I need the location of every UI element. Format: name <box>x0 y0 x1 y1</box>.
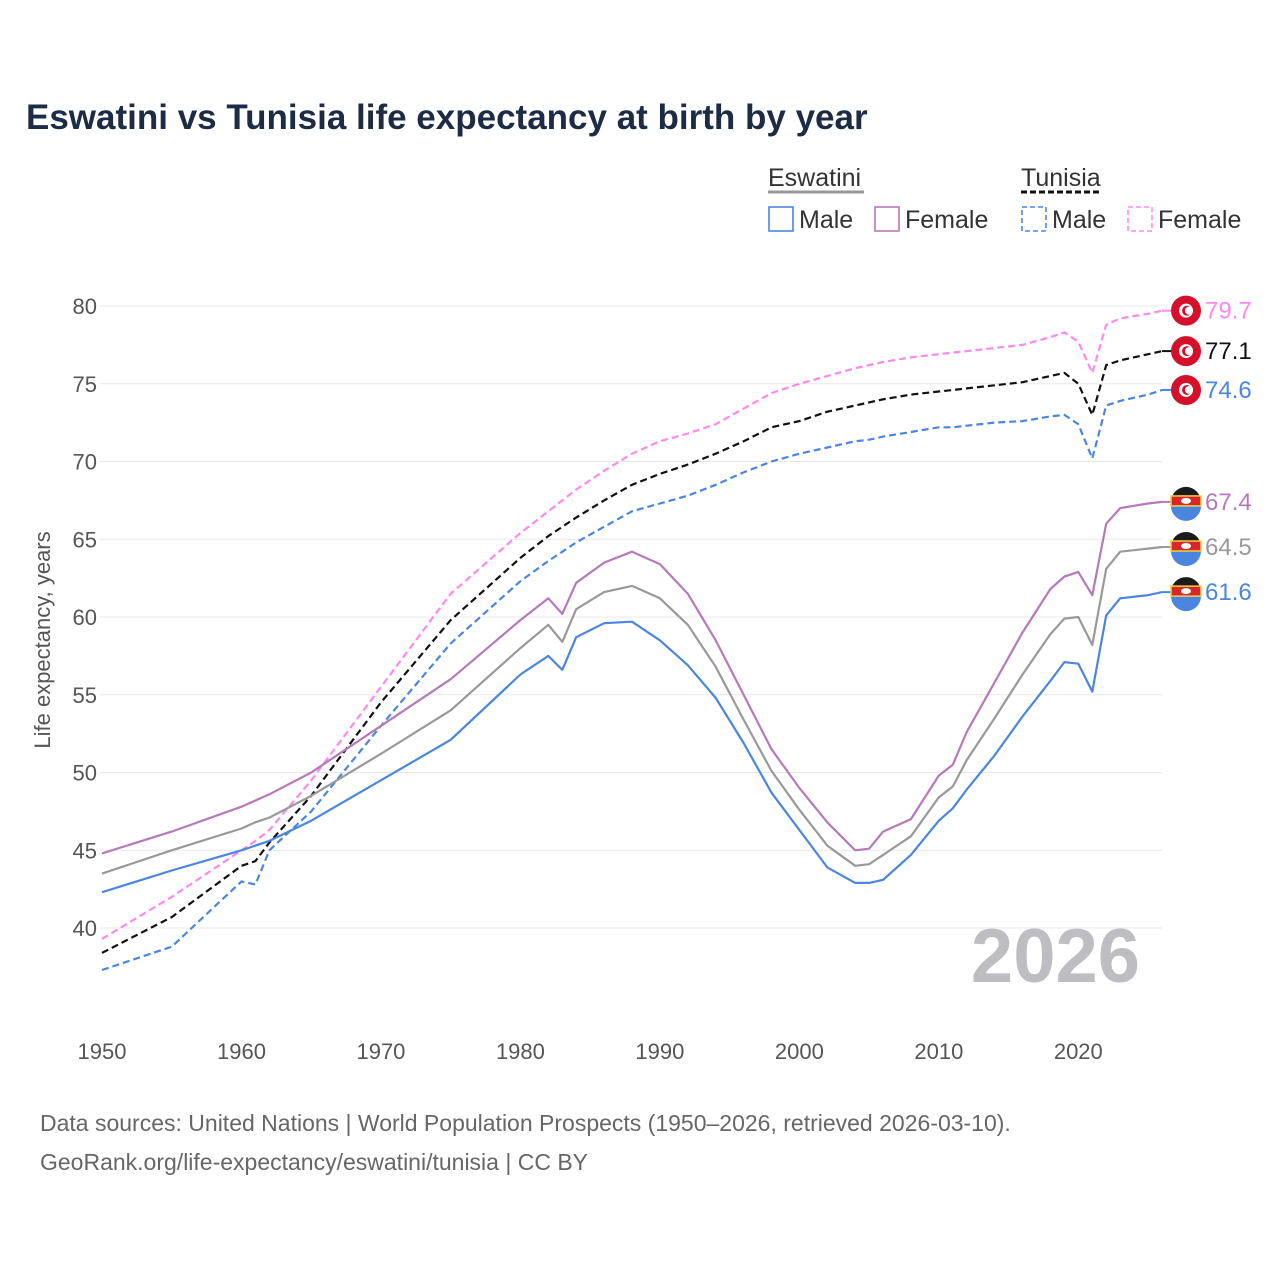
x-axis-ticks: 1950 1960 1970 1980 1990 2000 2010 2020 <box>78 1039 1103 1064</box>
series-line-tunisia <box>101 350 1163 954</box>
source-line-1: Data sources: United Nations | World Pop… <box>40 1110 1011 1136</box>
legend-swatch-eswatini-male[interactable] <box>768 206 794 232</box>
tunisia-flag-icon <box>1171 295 1201 326</box>
legend-swatch-tunisia-female[interactable] <box>1127 206 1153 232</box>
series-line-eswatini <box>101 545 1163 875</box>
eswatini-flag-icon <box>1170 532 1202 567</box>
legend-label[interactable]: Female <box>1158 206 1241 234</box>
tunisia-flag-icon <box>1171 374 1201 405</box>
y-tick-label: 50 <box>73 761 97 786</box>
y-tick-label: 55 <box>73 683 97 708</box>
legend-label[interactable]: Female <box>905 206 988 234</box>
y-tick-label: 80 <box>73 294 97 319</box>
eswatini-flag-icon <box>1170 486 1202 521</box>
series-lines <box>101 309 1163 972</box>
legend[interactable]: Eswatini Male Female Tunisia Male Female <box>768 164 1241 234</box>
end-labels: 79.7 77.1 74.6 67.4 64.5 61.6 <box>1162 295 1252 612</box>
end-value-label: 77.1 <box>1205 338 1252 365</box>
crescent-cut <box>1185 347 1193 356</box>
x-tick-label: 1950 <box>78 1039 127 1064</box>
end-value-label: 61.6 <box>1205 579 1252 606</box>
y-axis-ticks: 40 45 50 55 60 65 70 75 80 <box>73 294 97 941</box>
y-tick-label: 40 <box>73 916 97 941</box>
y-tick-label: 45 <box>73 838 97 863</box>
year-watermark: 2026 <box>971 914 1140 999</box>
x-tick-label: 1990 <box>635 1039 684 1064</box>
series-line-tunisia-female <box>101 309 1163 940</box>
eswatini-flag-icon <box>1170 577 1202 612</box>
shield-icon <box>1181 497 1191 504</box>
end-value-label: 79.7 <box>1205 298 1252 325</box>
end-value-label: 67.4 <box>1205 489 1252 516</box>
x-tick-label: 1970 <box>356 1039 405 1064</box>
legend-label[interactable]: Male <box>1052 206 1106 234</box>
legend-label[interactable]: Male <box>799 206 853 234</box>
y-tick-label: 60 <box>73 605 97 630</box>
source-line-2[interactable]: GeoRank.org/life-expectancy/eswatini/tun… <box>40 1149 588 1175</box>
x-tick-label: 2000 <box>775 1039 824 1064</box>
tunisia-flag-icon <box>1171 336 1201 367</box>
shield-icon <box>1181 588 1191 595</box>
flag-blue-band <box>1171 596 1201 612</box>
legend-group-tunisia: Tunisia <box>1021 164 1101 192</box>
flag-blue-band <box>1171 505 1201 521</box>
x-tick-label: 2020 <box>1054 1039 1103 1064</box>
legend-swatch-eswatini-female[interactable] <box>874 206 900 232</box>
legend-swatch-tunisia-male[interactable] <box>1021 206 1047 232</box>
y-axis-label: Life expectancy, years <box>30 531 55 748</box>
y-tick-label: 65 <box>73 527 97 552</box>
end-value-label: 64.5 <box>1205 534 1252 561</box>
legend-group-eswatini: Eswatini <box>768 164 861 192</box>
y-tick-label: 75 <box>73 372 97 397</box>
series-line-eswatini-female <box>101 500 1163 855</box>
series-line-tunisia-male <box>101 388 1163 972</box>
end-value-label: 74.6 <box>1205 377 1252 404</box>
x-tick-label: 1980 <box>496 1039 545 1064</box>
shield-icon <box>1181 543 1191 550</box>
crescent-cut <box>1185 306 1193 315</box>
x-tick-label: 2010 <box>914 1039 963 1064</box>
crescent-cut <box>1185 385 1193 394</box>
x-tick-label: 1960 <box>217 1039 266 1064</box>
y-tick-label: 70 <box>73 450 97 475</box>
gridlines <box>100 305 1162 929</box>
chart-title: Eswatini vs Tunisia life expectancy at b… <box>26 98 868 137</box>
flag-blue-band <box>1171 551 1201 567</box>
series-line-eswatini-male <box>101 591 1163 894</box>
